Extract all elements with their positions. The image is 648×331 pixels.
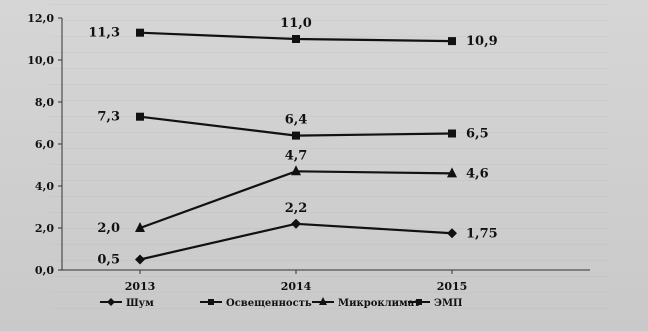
y-tick-label: 4,0 [35,180,54,193]
series-point [292,35,300,43]
x-tick-label: 2014 [281,280,312,293]
data-label: 11,0 [280,16,312,31]
series-point [448,129,456,138]
legend-entry-label: ЭМП [434,298,462,309]
legend-entry-label: Шум [126,298,154,309]
data-label: 2,0 [97,221,120,236]
legend-swatch-marker [319,297,327,305]
series-point [136,112,144,121]
y-tick-label: 6,0 [35,138,54,151]
legend-swatch-marker [416,299,422,305]
data-label: 1,75 [466,226,498,241]
data-label: 0,5 [97,253,120,268]
data-label: 6,4 [285,113,308,128]
data-label: 4,6 [466,166,489,181]
legend-swatch-marker [107,298,115,306]
series-point [135,222,145,232]
legend-swatch-marker [208,299,214,305]
data-label: 4,7 [285,148,308,163]
series-line [139,222,453,261]
series-point [448,37,456,46]
y-tick-label: 2,0 [35,222,54,235]
data-label: 6,5 [466,127,489,142]
series-point [447,228,457,239]
legend-entry-label: Освещенность [226,298,312,309]
data-label: 7,3 [97,110,120,125]
series-point [135,254,145,265]
x-tick-label: 2015 [437,280,468,293]
y-tick-label: 0,0 [35,264,54,277]
series-point [291,218,301,229]
y-tick-label: 10,0 [27,54,54,67]
series-point [291,165,301,176]
y-tick-label: 12,0 [27,12,54,25]
data-label: 10,9 [466,34,498,49]
data-label: 11,3 [88,26,120,41]
series-point [292,131,300,140]
x-tick-label: 2013 [125,280,156,293]
legend-entry-label: Микроклимат [338,298,420,309]
series-point [447,167,457,178]
series-point [136,28,144,37]
y-tick-label: 8,0 [35,96,54,109]
data-label: 2,2 [285,201,308,216]
